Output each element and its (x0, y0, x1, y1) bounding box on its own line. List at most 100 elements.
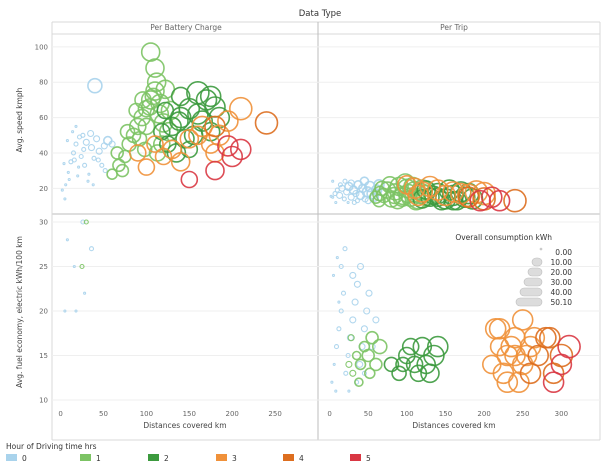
data-point (63, 309, 67, 313)
x-tick-label: 50 (99, 410, 108, 418)
data-point (385, 186, 404, 205)
data-point (63, 197, 67, 201)
legend-label-1: 1 (96, 454, 101, 463)
series-1-panel-2 (79, 58, 108, 270)
data-point (257, 16, 277, 36)
data-point (145, 58, 165, 78)
data-point (356, 262, 365, 271)
data-point (363, 307, 371, 315)
data-point (240, 17, 258, 35)
data-point (335, 256, 339, 260)
data-point (175, 129, 195, 149)
data-point (76, 174, 80, 178)
legend-label-5: 5 (366, 454, 371, 463)
x-axis-label-right: Distances covered km (412, 421, 495, 430)
column-header-per-battery-charge: Per Battery Charge (150, 23, 222, 32)
data-point (137, 117, 156, 136)
data-point (74, 193, 78, 197)
data-point (83, 291, 87, 295)
data-point (144, 87, 163, 106)
data-point (129, 144, 147, 162)
data-point (338, 263, 344, 270)
series-3-panel-2 (163, 0, 298, 71)
legend-label-3: 3 (232, 454, 237, 463)
data-point (395, 356, 411, 373)
data-point (337, 182, 343, 188)
y-tick-label: 25 (39, 263, 48, 271)
size-legend: Overall consumption kWh 0.0010.0020.0030… (455, 233, 572, 307)
data-point (93, 135, 101, 143)
data-point (235, 0, 255, 10)
series-0-panel-2 (63, 131, 95, 313)
size-legend-label: 20.00 (551, 268, 573, 277)
y-tick-label: 20 (39, 185, 48, 193)
data-point (74, 124, 78, 128)
size-legend-label: 10.00 (551, 258, 573, 267)
data-point (82, 162, 88, 168)
data-point (371, 338, 388, 355)
data-point (108, 140, 116, 148)
data-point (365, 330, 379, 345)
y-tick-label: 15 (39, 352, 48, 360)
data-point (170, 86, 191, 107)
data-point (128, 102, 144, 119)
legend-swatch-3 (216, 454, 227, 461)
data-point (82, 138, 90, 146)
data-point (334, 389, 338, 393)
data-point (81, 146, 87, 152)
data-point (391, 365, 407, 382)
color-legend: Hour of Driving time hrs 0 1 2 3 4 5 (6, 442, 371, 463)
data-point (179, 129, 200, 149)
series-5-panel-1 (469, 186, 511, 212)
data-point (336, 326, 342, 332)
data-point (71, 157, 77, 163)
data-point (66, 170, 70, 174)
x-tick-label: 250 (268, 410, 281, 418)
x-tick-label: 50 (364, 410, 373, 418)
data-point (115, 163, 130, 178)
data-point (332, 362, 336, 366)
data-point (205, 160, 225, 181)
data-point (204, 115, 226, 138)
series-3-panel-0 (129, 96, 253, 176)
data-point (80, 219, 86, 225)
data-point (87, 172, 91, 176)
size-legend-label: 30.00 (551, 278, 573, 287)
data-point (91, 183, 95, 187)
data-point (337, 300, 341, 304)
data-point (411, 181, 434, 203)
column-header-per-trip: Per Trip (440, 23, 468, 32)
data-point (407, 184, 430, 207)
data-point (86, 179, 90, 183)
data-point (519, 362, 542, 385)
data-point (100, 58, 108, 66)
data-point (110, 146, 124, 160)
data-point (515, 344, 538, 367)
data-point (363, 367, 376, 380)
data-point (342, 178, 348, 184)
data-point (340, 290, 347, 296)
x-tick-label: 200 (477, 410, 490, 418)
data-point (76, 134, 83, 140)
data-point (76, 131, 80, 135)
data-point (103, 135, 113, 146)
data-point (169, 111, 189, 131)
data-point (153, 135, 171, 153)
data-point (557, 334, 581, 359)
data-point (163, 53, 181, 71)
data-point (359, 176, 370, 186)
data-point (345, 352, 351, 359)
data-point (349, 316, 357, 324)
data-point (95, 147, 103, 155)
series-3-panel-3 (481, 309, 546, 394)
data-point (88, 246, 95, 252)
data-point (217, 110, 239, 132)
plot-frame (51, 21, 601, 441)
size-legend-swatch (515, 297, 543, 307)
x-tick-label: 200 (226, 410, 239, 418)
data-point (488, 317, 511, 340)
data-point (70, 150, 77, 156)
legend-label-2: 2 (164, 454, 169, 463)
data-point (329, 194, 333, 198)
